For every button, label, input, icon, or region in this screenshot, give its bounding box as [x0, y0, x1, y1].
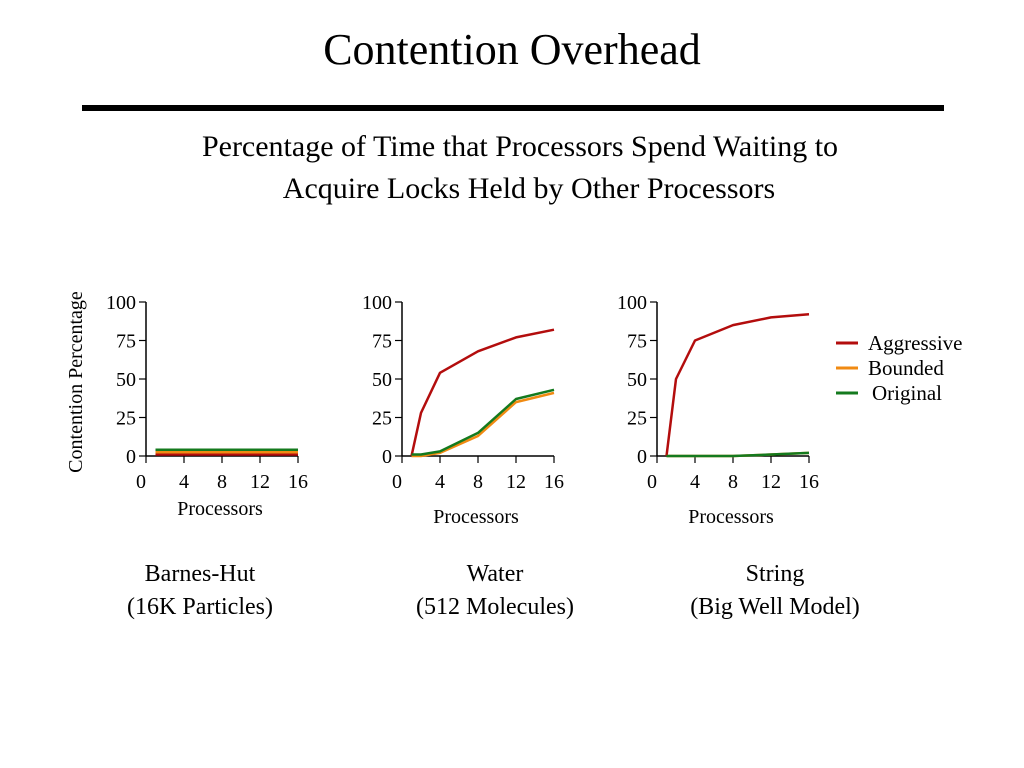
caption-string: String (Big Well Model) — [665, 558, 885, 624]
x-tick-label-1-3: 12 — [506, 471, 526, 493]
y-axis-label-0: Contention Percentage — [65, 291, 87, 473]
y-tick-label-0-4: 100 — [106, 292, 136, 314]
x-tick-label-0-2: 8 — [217, 471, 227, 493]
y-tick-label-1-2: 50 — [372, 369, 392, 391]
x-tick-label-1-4: 16 — [544, 471, 564, 493]
caption-water-line2: (512 Molecules) — [416, 594, 574, 620]
x-tick-label-2-3: 12 — [761, 471, 781, 493]
x-tick-label-0-0: 0 — [136, 471, 146, 493]
legend-label-bounded: Bounded — [868, 356, 944, 380]
y-tick-label-2-3: 75 — [627, 331, 647, 353]
caption-barnes-hut: Barnes-Hut (16K Particles) — [90, 558, 310, 624]
series-line-2-original — [666, 451, 810, 458]
caption-string-line1: String — [745, 561, 805, 587]
x-tick-label-2-2: 8 — [728, 471, 738, 493]
x-tick-label-2-4: 16 — [799, 471, 819, 493]
x-tick-label-1-1: 4 — [435, 471, 445, 493]
y-tick-label-0-0: 0 — [126, 446, 136, 468]
y-tick-label-1-4: 100 — [362, 292, 392, 314]
legend-label-original: Original — [872, 381, 942, 405]
series-line-1-aggressive — [410, 328, 555, 457]
y-tick-label-0-1: 25 — [116, 408, 136, 430]
legend-label-aggressive: Aggressive — [868, 331, 962, 355]
y-tick-label-2-1: 25 — [627, 408, 647, 430]
x-tick-label-0-1: 4 — [179, 471, 189, 493]
caption-barnes-hut-line2: (16K Particles) — [127, 594, 273, 620]
series-line-1-bounded — [411, 391, 555, 458]
charts-area: 0 25 50 75 100 0 4 8 12 16 Processors Contention Pe… — [65, 291, 962, 528]
x-axis-label-2: Processors — [688, 506, 774, 528]
slide-subtitle: Percentage of Time that Processors Spend… — [100, 126, 940, 210]
y-tick-label-1-0: 0 — [382, 446, 392, 468]
caption-water: Water (512 Molecules) — [385, 558, 605, 624]
x-axis-label-0: Processors — [177, 498, 263, 520]
x-tick-label-0-3: 12 — [250, 471, 270, 493]
subtitle-line-2: Acquire Locks Held by Other Processors — [282, 172, 776, 205]
y-tick-label-0-3: 75 — [116, 331, 136, 353]
y-tick-label-1-3: 75 — [372, 331, 392, 353]
slide-title: Contention Overhead — [323, 25, 701, 74]
x-tick-label-1-0: 0 — [392, 471, 402, 493]
caption-barnes-hut-line1: Barnes-Hut — [144, 561, 256, 587]
caption-string-line2: (Big Well Model) — [690, 594, 860, 620]
x-axis-label-1: Processors — [433, 506, 519, 528]
title-divider — [82, 105, 944, 111]
x-tick-label-0-4: 16 — [288, 471, 308, 493]
y-tick-label-0-2: 50 — [116, 369, 136, 391]
series-line-2-aggressive — [665, 313, 810, 457]
series-line-1-original — [411, 388, 555, 456]
y-tick-label-2-2: 50 — [627, 369, 647, 391]
x-tick-label-2-1: 4 — [690, 471, 700, 493]
subtitle-line-1: Percentage of Time that Processors Spend… — [201, 130, 839, 163]
caption-water-line1: Water — [466, 561, 524, 587]
x-tick-label-1-2: 8 — [473, 471, 483, 493]
y-tick-label-2-4: 100 — [617, 292, 647, 314]
y-tick-label-1-1: 25 — [372, 408, 392, 430]
x-tick-label-2-0: 0 — [647, 471, 657, 493]
y-tick-label-2-0: 0 — [637, 446, 647, 468]
